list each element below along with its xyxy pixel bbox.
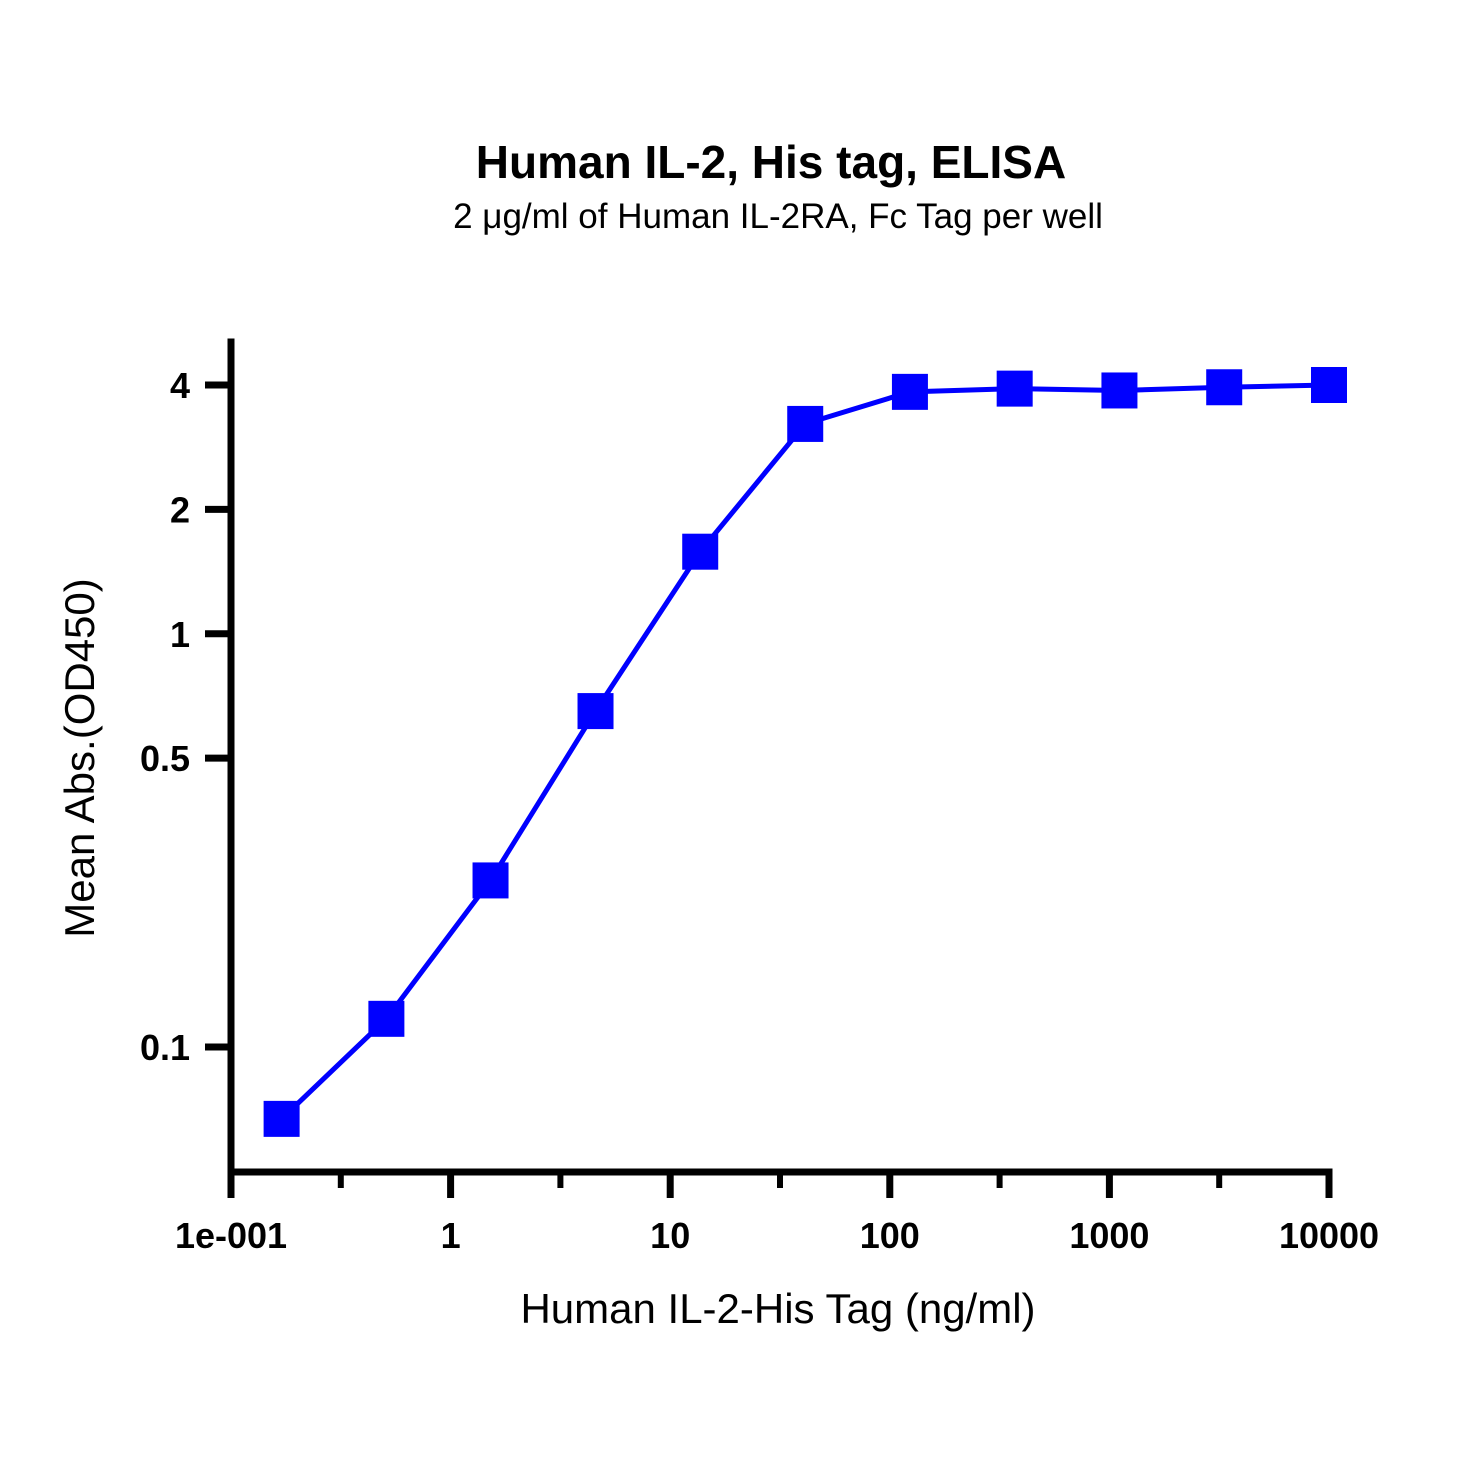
y-axis-ticks: 0.1 0.5 1 2 4 xyxy=(140,365,231,1068)
data-point xyxy=(1311,367,1347,403)
chart-subtitle: 2 μg/ml of Human IL-2RA, Fc Tag per well xyxy=(453,197,1103,236)
data-point xyxy=(368,1000,405,1037)
data-point xyxy=(577,693,614,730)
data-point xyxy=(472,862,509,899)
data-point xyxy=(891,373,928,410)
y-tick-label: 0.5 xyxy=(140,738,190,779)
data-point xyxy=(996,370,1033,407)
y-tick-label: 0.1 xyxy=(140,1027,190,1068)
x-tick-label: 100 xyxy=(860,1215,920,1256)
x-tick-label: 10000 xyxy=(1279,1215,1379,1256)
plot-area xyxy=(263,367,1347,1137)
y-tick-label: 4 xyxy=(170,365,190,406)
x-tick-label: 1e-001 xyxy=(175,1215,287,1256)
y-tick-label: 2 xyxy=(170,489,190,530)
series-line xyxy=(279,382,1330,1121)
x-tick-label: 10 xyxy=(650,1215,690,1256)
data-point xyxy=(1206,369,1243,406)
data-point xyxy=(787,405,824,442)
data-point xyxy=(1101,372,1138,409)
x-axis-label: Human IL-2-His Tag (ng/ml) xyxy=(520,1285,1035,1332)
data-point xyxy=(263,1100,300,1137)
y-tick-label: 1 xyxy=(170,614,190,655)
x-tick-label: 1 xyxy=(441,1215,461,1256)
chart-title: Human IL-2, His tag, ELISA xyxy=(476,136,1066,188)
x-axis-ticks: 1e-001 1 10 100 1000 10000 xyxy=(175,1172,1379,1256)
y-axis-label: Mean Abs.(OD450) xyxy=(56,578,103,938)
data-point xyxy=(682,533,719,570)
x-tick-label: 1000 xyxy=(1069,1215,1149,1256)
